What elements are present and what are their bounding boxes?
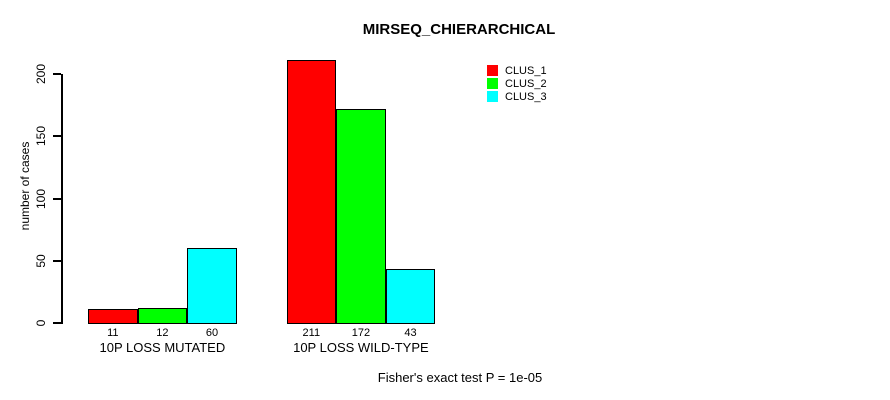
legend-swatch (487, 65, 498, 76)
bar-clus_1-group1 (88, 309, 138, 324)
legend-label: CLUS_3 (505, 90, 547, 103)
bar-value-label: 12 (156, 327, 169, 339)
category-label: 10P LOSS MUTATED (99, 340, 226, 355)
chart-title: MIRSEQ_CHIERARCHICAL (362, 21, 556, 38)
y-axis-label: number of cases (18, 141, 32, 231)
bar-clus_3-group1 (187, 248, 237, 324)
legend: CLUS_1 CLUS_2 CLUS_3 (487, 64, 547, 103)
legend-row: CLUS_3 (487, 90, 547, 103)
bar-value-label: 11 (107, 327, 119, 339)
bar-clus_3-group2 (385, 269, 436, 324)
bar-value-label: 211 (302, 327, 321, 339)
bar-clus_1-group2 (286, 60, 337, 324)
y-tick-label: 200 (34, 63, 48, 85)
y-tick-label: 0 (34, 319, 48, 327)
legend-row: CLUS_2 (487, 77, 547, 90)
y-tick-label: 150 (34, 126, 48, 147)
bar-clus_2-group1 (137, 308, 188, 324)
y-tick-mark (53, 322, 61, 324)
legend-label: CLUS_2 (505, 77, 547, 90)
legend-label: CLUS_1 (505, 64, 547, 77)
annotation-text: Fisher's exact test P = 1e-05 (377, 370, 543, 385)
y-tick-mark (53, 259, 61, 262)
bar-value-label: 172 (351, 327, 371, 339)
y-tick-label: 50 (34, 254, 48, 268)
y-tick-mark (53, 73, 61, 75)
legend-row: CLUS_1 (487, 64, 547, 77)
y-tick-mark (53, 197, 61, 200)
legend-swatch (487, 78, 498, 89)
y-tick-label: 100 (34, 188, 48, 209)
bar-clus_2-group2 (336, 108, 386, 324)
category-label: 10P LOSS WILD-TYPE (293, 340, 429, 355)
legend-swatch (487, 91, 498, 102)
bar-value-label: 60 (205, 327, 219, 339)
y-tick-mark (53, 135, 61, 138)
bar-value-label: 43 (404, 327, 417, 339)
y-axis-line (61, 74, 63, 324)
